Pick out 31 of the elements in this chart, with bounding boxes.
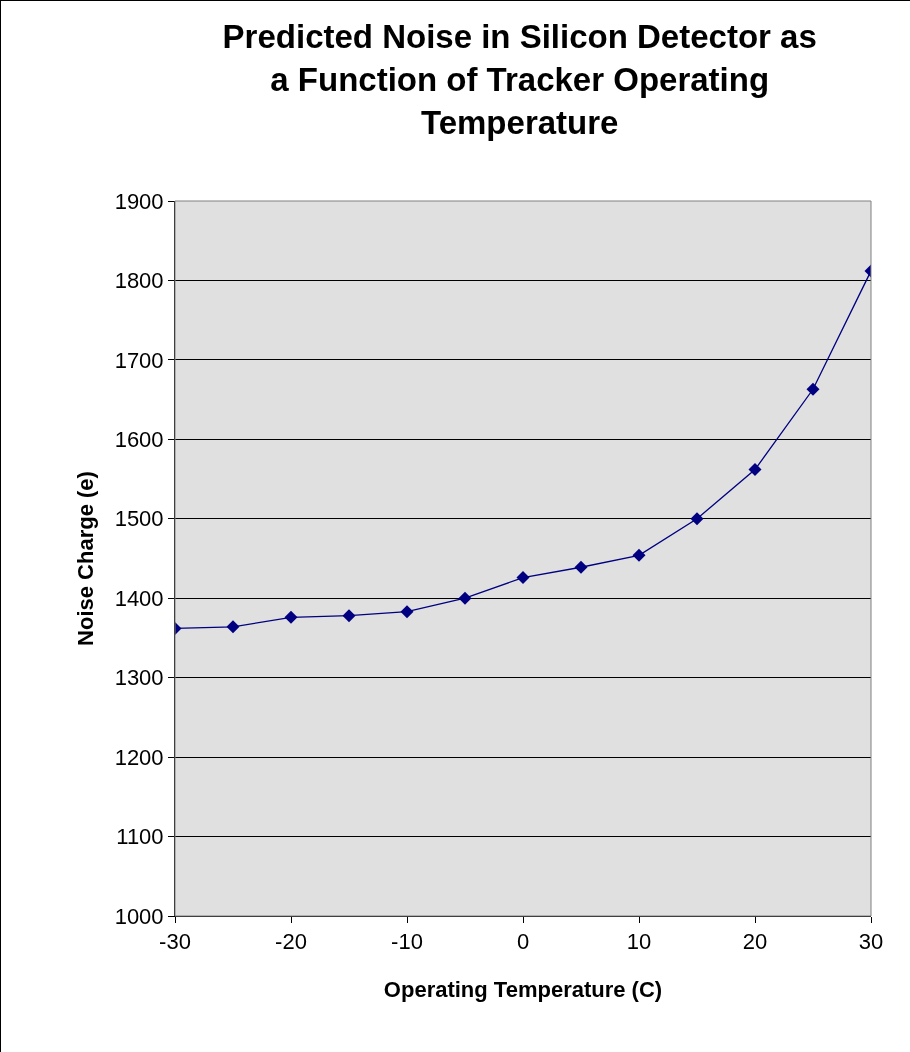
y-tick-label: 1800 xyxy=(114,268,164,294)
point xyxy=(748,463,762,477)
y-tick-label: 1400 xyxy=(114,585,164,611)
point xyxy=(690,512,704,526)
point xyxy=(632,548,646,562)
x-tick-label: 10 xyxy=(626,929,652,955)
y-tick-label: 1600 xyxy=(114,427,164,453)
x-tick-label: -10 xyxy=(391,929,423,955)
point xyxy=(516,571,530,585)
y-tick-label: 1100 xyxy=(116,824,164,850)
x-tick-label: 30 xyxy=(858,929,884,955)
point xyxy=(400,605,414,619)
y-tick-label: 1000 xyxy=(114,903,164,929)
point xyxy=(458,591,472,605)
y-axis-title: Noise Charge (e) xyxy=(73,471,99,646)
y-tick-label: 1900 xyxy=(114,188,164,214)
y-tick-label: 1200 xyxy=(114,744,164,770)
y-tick-label: 1300 xyxy=(114,665,164,691)
x-tick-label: 0 xyxy=(516,929,530,955)
point xyxy=(806,382,820,396)
point xyxy=(226,620,240,634)
x-tick-label: -20 xyxy=(275,929,307,955)
x-axis-title: Operating Temperature (C) xyxy=(383,977,663,1003)
chart-title: Predicted Noise in Silicon Detector as a Function of Tracker Operating Temperature xyxy=(222,18,817,142)
x-tick-label: -30 xyxy=(159,929,191,955)
y-tick-label: 1500 xyxy=(114,506,164,532)
point xyxy=(284,610,298,624)
x-tick-label: 20 xyxy=(742,929,768,955)
point xyxy=(342,609,356,623)
point xyxy=(574,560,588,574)
y-tick-label: 1700 xyxy=(114,347,164,373)
